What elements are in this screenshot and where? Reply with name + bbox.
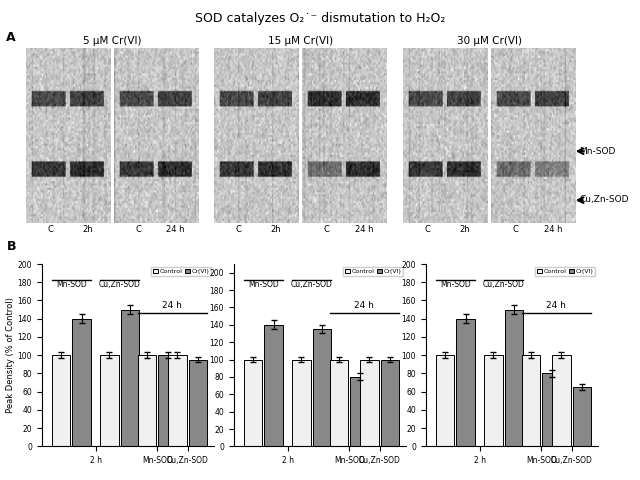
Text: 5 μM Cr(VI): 5 μM Cr(VI)	[83, 36, 141, 46]
Bar	[456, 319, 475, 446]
Text: Mn-SOD: Mn-SOD	[440, 280, 471, 289]
Text: Cu,Zn-SOD: Cu,Zn-SOD	[99, 280, 141, 289]
Bar	[484, 355, 503, 446]
Bar	[72, 319, 91, 446]
Text: Mn-SOD: Mn-SOD	[56, 280, 87, 289]
Bar	[138, 355, 156, 446]
Legend: Control, Cr(VI): Control, Cr(VI)	[343, 267, 403, 276]
Text: Mn-SOD: Mn-SOD	[579, 147, 616, 156]
Text: Cu,Zn-SOD: Cu,Zn-SOD	[579, 195, 628, 204]
Legend: Control, Cr(VI): Control, Cr(VI)	[535, 267, 595, 276]
Text: B: B	[6, 240, 16, 253]
Bar	[121, 310, 140, 446]
Bar	[436, 355, 454, 446]
Bar	[292, 360, 311, 446]
Legend: Control, Cr(VI): Control, Cr(VI)	[151, 267, 211, 276]
Text: 24 h: 24 h	[163, 301, 182, 310]
Bar	[244, 360, 262, 446]
Text: SOD catalyzes O₂˙⁻ dismutation to H₂O₂: SOD catalyzes O₂˙⁻ dismutation to H₂O₂	[195, 12, 445, 25]
Y-axis label: Peak Density (% of Control): Peak Density (% of Control)	[6, 297, 15, 413]
Bar	[573, 387, 591, 446]
Bar	[100, 355, 119, 446]
Bar	[505, 310, 524, 446]
Bar	[330, 360, 348, 446]
Text: Cu,Zn-SOD: Cu,Zn-SOD	[291, 280, 333, 289]
Text: 24 h: 24 h	[355, 301, 374, 310]
Text: 15 μM Cr(VI): 15 μM Cr(VI)	[268, 36, 333, 46]
Bar	[52, 355, 70, 446]
Text: 24 h: 24 h	[547, 301, 566, 310]
Bar	[350, 377, 369, 446]
Bar	[264, 325, 283, 446]
Text: A: A	[6, 31, 16, 44]
Bar	[552, 355, 571, 446]
Bar	[522, 355, 540, 446]
Bar	[381, 360, 399, 446]
Bar	[360, 360, 379, 446]
Text: Cu,Zn-SOD: Cu,Zn-SOD	[483, 280, 525, 289]
Bar	[313, 329, 332, 446]
Text: 30 μM Cr(VI): 30 μM Cr(VI)	[457, 36, 522, 46]
Bar	[168, 355, 187, 446]
Bar	[158, 355, 177, 446]
Bar	[189, 360, 207, 446]
Text: Mn-SOD: Mn-SOD	[248, 280, 279, 289]
Bar	[542, 373, 561, 446]
